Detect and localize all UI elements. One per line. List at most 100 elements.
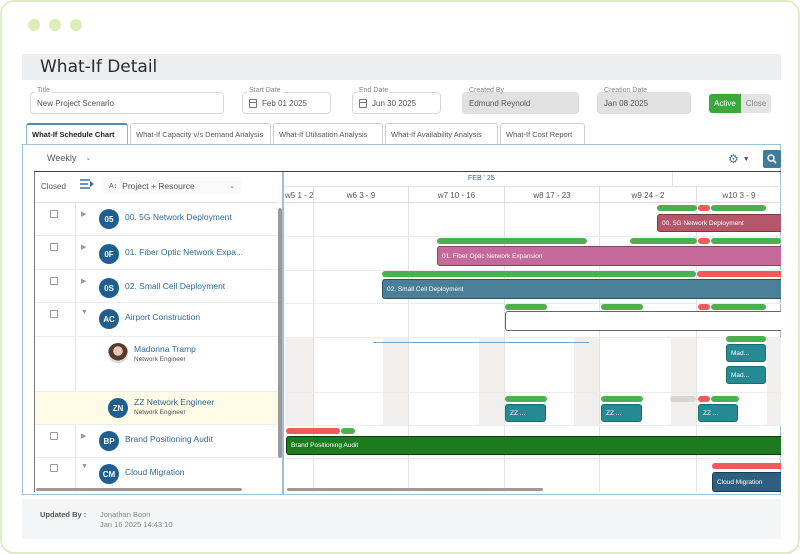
tab-availability[interactable]: What-If Availability Analysis <box>385 123 498 144</box>
tab-schedule-chart[interactable]: What-If Schedule Chart <box>26 123 128 144</box>
title-value: New Project Scenario <box>37 98 114 108</box>
non-working-shade <box>574 337 599 425</box>
capacity-indicator <box>382 271 696 277</box>
row-name[interactable]: Airport Construction <box>125 312 201 322</box>
row-name[interactable]: 00. 5G Network Deployment <box>125 212 232 222</box>
grid-line <box>599 203 600 492</box>
row-name[interactable]: 01. Fiber Optic Network Expa... <box>125 247 244 257</box>
expand-arrow-icon[interactable]: ▶ <box>81 433 87 440</box>
row-name[interactable]: Brand Positioning Audit <box>125 434 213 444</box>
week-header-cell: w9 24 - 2 <box>599 187 696 203</box>
non-working-shade <box>671 337 696 425</box>
tab-capacity-demand[interactable]: What-If Capacity v/s Demand Analysis <box>130 123 271 144</box>
window-controls <box>28 19 82 31</box>
gear-icon: ⚙ <box>728 152 739 166</box>
page-header: What-If Detail <box>22 54 781 80</box>
gantt-bar[interactable]: 00. 5G Network Deployment <box>657 214 781 232</box>
table-row[interactable]: ▼ CM Cloud Migration <box>35 458 278 492</box>
row-name[interactable]: 02. Small Cell Deployment <box>125 281 226 291</box>
end-date-field[interactable]: End Date Jun 30 2025 <box>352 87 441 114</box>
collapse-arrow-icon[interactable]: ▼ <box>81 463 88 470</box>
gantt-bar[interactable]: 02. Small Cell Deployment <box>382 279 781 299</box>
task-list-vertical-scrollbar[interactable] <box>278 208 282 458</box>
resource-task-bar[interactable]: Mad... <box>726 366 766 384</box>
caret-down-icon: ▼ <box>742 155 750 163</box>
tab-cost-report[interactable]: What-If Cost Report <box>500 123 585 144</box>
gantt-bar[interactable]: Cloud Migration <box>712 472 781 492</box>
active-toggle-button[interactable]: Active <box>709 94 741 113</box>
created-by-field: Created By Edmund Reynold <box>462 87 579 114</box>
timeline-horizontal-scrollbar[interactable] <box>287 488 543 491</box>
expand-arrow-icon[interactable]: ▶ <box>81 244 87 251</box>
table-row[interactable]: ▶ 0F 01. Fiber Optic Network Expa... <box>35 236 278 270</box>
capacity-indicator <box>341 428 355 434</box>
grid-line <box>408 203 409 492</box>
end-date-value: Jun 30 2025 <box>372 98 417 108</box>
non-working-shade <box>479 337 504 425</box>
gantt-grid: Closed A↕ Project + Resource ⌄ ▶ 05 00. … <box>34 171 781 494</box>
expand-arrow-icon[interactable]: ▶ <box>81 211 87 218</box>
resource-task-bar[interactable]: Mad... <box>726 344 766 362</box>
row-checkbox[interactable] <box>50 310 58 318</box>
updated-timestamp: Jan 16 2025 14:43:10 <box>100 520 173 529</box>
collapse-arrow-icon[interactable]: ▼ <box>81 309 88 316</box>
start-date-field[interactable]: Start Date Feb 01 2025 <box>242 87 331 114</box>
task-list-horizontal-scrollbar[interactable] <box>36 488 242 491</box>
resource-task-bar[interactable]: ZZ ... <box>601 404 642 422</box>
column-divider <box>75 203 76 492</box>
capacity-indicator <box>437 238 587 244</box>
gantt-bar-empty[interactable] <box>505 311 781 331</box>
gantt-bar[interactable]: Brand Positioning Audit <box>286 436 781 455</box>
status-toggle[interactable]: Active Close <box>709 94 772 113</box>
sort-lines-icon[interactable] <box>80 179 94 191</box>
row-checkbox[interactable] <box>50 210 58 218</box>
avatar: CM <box>99 464 119 484</box>
audit-footer: Updated By : Jonathan Boon Jan 16 2025 1… <box>22 499 781 539</box>
tab-utilisation[interactable]: What-If Utilisation Analysis <box>273 123 383 144</box>
avatar: 05 <box>99 209 119 229</box>
resource-task-bar[interactable]: ZZ ... <box>505 404 546 422</box>
non-working-shade <box>383 337 408 425</box>
view-dropdown[interactable]: Weekly ⌄ <box>47 153 91 163</box>
row-name[interactable]: Cloud Migration <box>125 467 185 477</box>
gantt-bar[interactable]: 01. Fiber Optic Network Expansion <box>437 246 781 266</box>
group-by-value: Project + Resource <box>122 181 195 191</box>
capacity-indicator <box>630 238 697 244</box>
resource-task-bar[interactable]: ZZ ... <box>698 404 738 422</box>
resource-role: Network Engineer <box>134 409 186 416</box>
row-checkbox[interactable] <box>50 243 58 251</box>
row-checkbox[interactable] <box>50 277 58 285</box>
table-row[interactable]: ZN ZZ Network Engineer Network Engineer <box>35 392 278 425</box>
table-row[interactable]: ▶ BP Brand Positioning Audit <box>35 425 278 458</box>
resource-name[interactable]: Madonna Tramp <box>134 344 196 354</box>
dependency-line <box>373 342 589 343</box>
capacity-indicator <box>726 336 766 342</box>
resource-role: Network Engineer <box>134 356 186 363</box>
capacity-indicator <box>601 304 643 310</box>
week-header-cell: w10 3 - 9 <box>696 187 781 203</box>
resource-name[interactable]: ZZ Network Engineer <box>134 397 215 407</box>
close-toggle-button[interactable]: Close <box>740 94 772 113</box>
row-checkbox[interactable] <box>50 464 58 472</box>
task-list-header: Closed A↕ Project + Resource ⌄ <box>35 172 278 203</box>
expand-arrow-icon[interactable]: ▶ <box>81 278 87 285</box>
table-row[interactable]: ▶ 05 00. 5G Network Deployment <box>35 203 278 236</box>
group-by-dropdown[interactable]: A↕ Project + Resource ⌄ <box>103 177 241 195</box>
week-header-cell: w5 1 - 2 <box>285 190 313 200</box>
table-row[interactable]: ▼ AC Airport Construction <box>35 303 278 337</box>
row-checkbox[interactable] <box>50 432 58 440</box>
table-row[interactable]: ▶ 0S 02. Small Cell Deployment <box>35 270 278 303</box>
settings-menu[interactable]: ⚙ ▼ <box>728 152 750 166</box>
avatar: AC <box>99 309 119 329</box>
chevron-down-icon: ⌄ <box>85 155 92 162</box>
capacity-indicator <box>505 396 547 402</box>
table-row[interactable]: Madonna Tramp Network Engineer <box>35 337 278 392</box>
row-line <box>285 303 781 304</box>
grid-splitter[interactable] <box>282 172 284 494</box>
row-line <box>285 236 781 237</box>
title-field[interactable]: Title New Project Scenario <box>30 87 224 114</box>
creation-date-field: Creation Date Jan 08 2025 <box>597 87 691 114</box>
end-date-label: End Date <box>357 87 391 95</box>
updated-by-user: Jonathan Boon <box>100 510 151 519</box>
search-button[interactable] <box>763 150 781 168</box>
